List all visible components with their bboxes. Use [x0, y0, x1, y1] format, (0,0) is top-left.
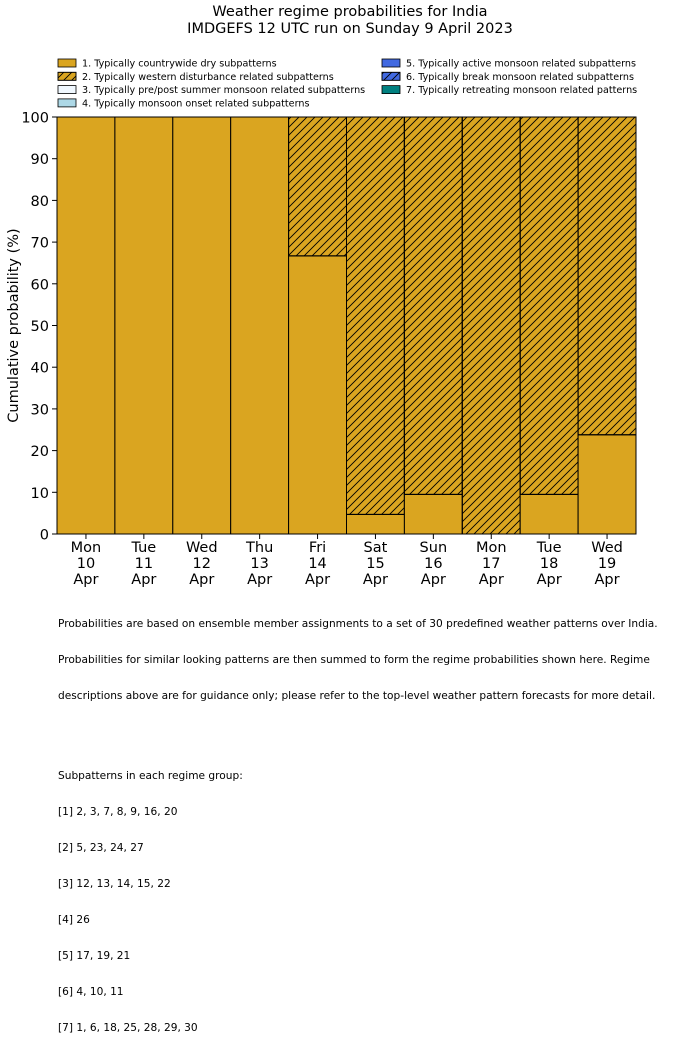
subpattern-line: [7] 1, 6, 18, 25, 28, 29, 30: [58, 1022, 198, 1034]
bar-segment: [172, 116, 232, 535]
bar-segment-hatch: [288, 116, 348, 257]
legend-label: 2. Typically western disturbance related…: [82, 72, 334, 83]
bar-segment: [56, 116, 116, 535]
legend-label: 1. Typically countrywide dry subpatterns: [82, 59, 277, 70]
subpatterns-heading: Subpatterns in each regime group:: [58, 770, 243, 782]
note-line: Probabilities for similar looking patter…: [58, 654, 650, 666]
y-tick-label: 100: [21, 111, 49, 127]
bar-segment: [230, 116, 290, 535]
note-line: Probabilities are based on ensemble memb…: [58, 618, 658, 630]
y-tick-label: 80: [31, 194, 49, 210]
legend-swatch-hatch: [57, 71, 77, 81]
subpattern-line: [1] 2, 3, 7, 8, 9, 16, 20: [58, 806, 178, 818]
legend-label: 5. Typically active monsoon related subp…: [406, 59, 636, 70]
bar-segment-hatch: [346, 116, 405, 515]
y-tick-label: 20: [31, 444, 49, 460]
bar-segment: [577, 434, 637, 535]
bars: [56, 116, 637, 535]
bar-segment: [288, 255, 348, 535]
bar-segment: [519, 493, 579, 535]
legend: 1. Typically countrywide dry subpatterns…: [57, 58, 637, 109]
legend-label: 3. Typically pre/post summer monsoon rel…: [82, 85, 365, 96]
x-tick-label: Mon 17 Apr: [476, 540, 507, 588]
bar-segment-hatch: [403, 116, 463, 495]
subpattern-line: [4] 26: [58, 914, 90, 926]
chart-area: 1. Typically countrywide dry subpatterns…: [6, 58, 637, 589]
x-tick-label: Tue 11 Apr: [130, 540, 156, 588]
bar-segment-hatch: [461, 116, 521, 535]
x-tick-label: Tue 18 Apr: [536, 540, 562, 588]
legend-swatch: [57, 85, 77, 94]
subpattern-line: [3] 12, 13, 14, 15, 22: [58, 878, 171, 890]
x-tick-label: Wed 19 Apr: [591, 540, 623, 588]
y-tick-label: 40: [31, 361, 49, 377]
y-axis-label: Cumulative probability (%): [6, 228, 22, 422]
y-tick-label: 90: [31, 152, 49, 168]
bar-segment-hatch: [577, 116, 637, 436]
legend-swatch: [57, 98, 77, 108]
chart-title: Weather regime probabilities for India: [212, 4, 488, 20]
legend-swatch: [57, 58, 77, 68]
axes: 0 10 20 30 40 50 60 70 80 90 100 Mon 10 Apr Tue 11 Apr We…: [6, 111, 637, 588]
legend-swatch-hatch: [381, 71, 401, 81]
legend-swatch: [381, 58, 401, 68]
y-tick-label: 30: [31, 402, 49, 418]
x-tick-label: Fri 14 Apr: [305, 540, 330, 588]
bar-segment: [346, 513, 405, 535]
note-line: descriptions above are for guidance only…: [58, 690, 656, 702]
legend-label: 4. Typically monsoon onset related subpa…: [82, 98, 309, 109]
x-tick-label: Thu 13 Apr: [245, 540, 273, 588]
legend-label: 6. Typically break monsoon related subpa…: [406, 72, 634, 83]
y-tick-label: 10: [31, 486, 49, 502]
subpattern-line: [5] 17, 19, 21: [58, 950, 131, 962]
subpattern-line: [2] 5, 23, 24, 27: [58, 842, 144, 854]
x-tick-label: Sun 16 Apr: [420, 540, 448, 588]
y-tick-label: 70: [31, 236, 49, 252]
legend-label: 7. Typically retreating monsoon related …: [406, 85, 637, 96]
chart-subtitle: IMDGEFS 12 UTC run on Sunday 9 April 202…: [187, 21, 513, 37]
subpattern-line: [6] 4, 10, 11: [58, 986, 124, 998]
legend-swatch: [381, 85, 401, 94]
y-tick-label: 50: [31, 319, 49, 335]
y-tick-label: 0: [40, 528, 49, 544]
x-tick-label: Mon 10 Apr: [71, 540, 102, 588]
bar-segment-hatch: [519, 116, 579, 495]
x-tick-label: Wed 12 Apr: [186, 540, 218, 588]
bar-segment: [403, 493, 463, 535]
y-tick-label: 60: [31, 277, 49, 293]
notes: Probabilities are based on ensemble memb…: [58, 594, 658, 1046]
x-tick-label: Sat 15 Apr: [363, 540, 388, 588]
bar-segment: [114, 116, 174, 535]
